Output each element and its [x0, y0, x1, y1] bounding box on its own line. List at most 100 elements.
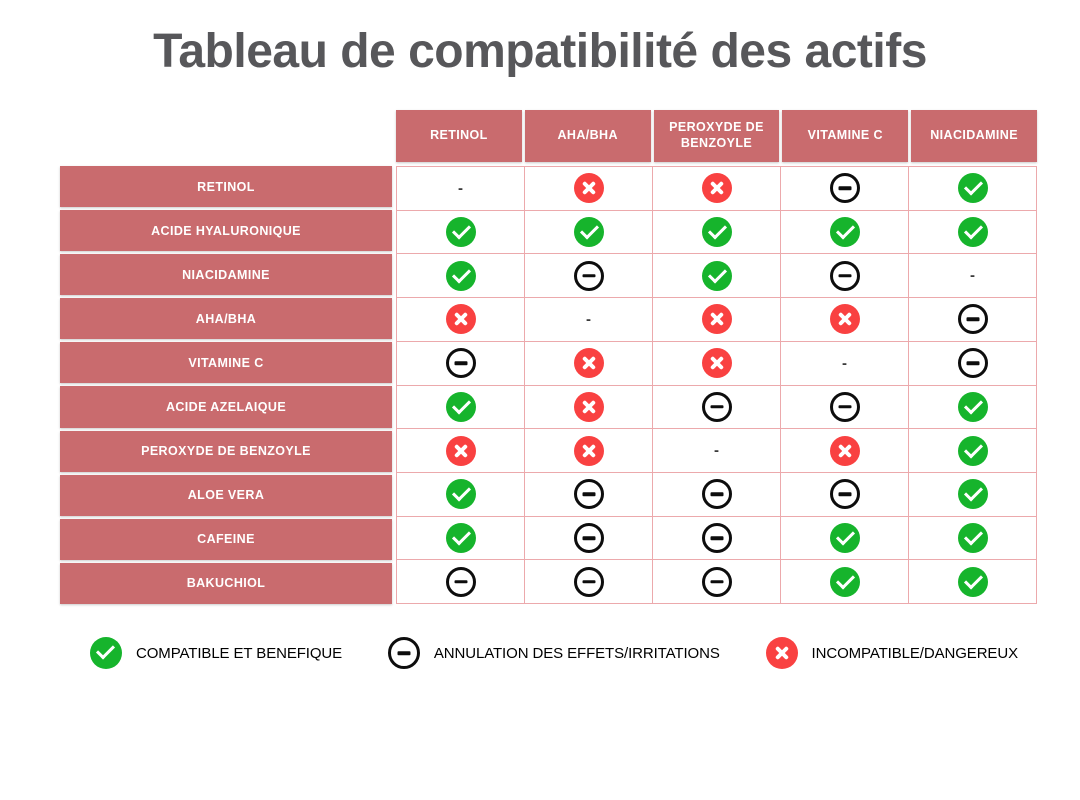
- cell-retinol-niacidamine: [909, 167, 1036, 210]
- cell-niacidamine-vitamine-c: [781, 254, 908, 298]
- cell-cafeine-niacidamine: [909, 516, 1036, 560]
- cell-acide-hyaluronique-niacidamine: [909, 210, 1036, 254]
- cross-circle-icon: [573, 173, 604, 204]
- minus-circle-icon: [829, 391, 860, 422]
- cell-bakuchiol-niacidamine: [909, 560, 1036, 603]
- check-circle-icon: [829, 566, 860, 597]
- cell-retinol-aha-bha: [525, 167, 652, 210]
- cell-vitamine-c-retinol: [397, 341, 524, 385]
- cell-vitamine-c-niacidamine: [909, 341, 1036, 385]
- cell-niacidamine-niacidamine: -: [909, 254, 1036, 298]
- minus-circle-icon: [701, 391, 732, 422]
- check-circle-icon: [701, 217, 732, 248]
- cell-aloe-vera-peroxyde-de-benzoyle: [653, 472, 780, 516]
- column-header-retinol: RETINOL: [396, 110, 522, 162]
- check-circle-icon: [445, 391, 476, 422]
- minus-circle-icon: [573, 522, 604, 553]
- cell-aha-bha-retinol: [397, 298, 524, 341]
- cross-circle-icon: [445, 304, 476, 335]
- cell-aha-bha-aha-bha: -: [525, 298, 652, 341]
- legend-label: INCOMPATIBLE/DANGEREUX: [811, 644, 1019, 662]
- minus-circle-icon: [701, 522, 732, 553]
- table-grid: - - - - -: [396, 166, 1037, 604]
- cell-retinol-retinol: -: [397, 167, 524, 210]
- legend-label: ANNULATION DES EFFETS/IRRITATIONS: [433, 644, 720, 662]
- page-title: Tableau de compatibilité des actifs: [153, 25, 927, 78]
- cell-vitamine-c-aha-bha: [525, 341, 652, 385]
- minus-circle-icon: [573, 566, 604, 597]
- cell-retinol-peroxyde-de-benzoyle: [653, 167, 780, 210]
- row-header-peroxyde-de-benzoyle: PEROXYDE DE BENZOYLE: [60, 430, 392, 472]
- cell-bakuchiol-aha-bha: [525, 560, 652, 603]
- cell-acide-hyaluronique-aha-bha: [525, 210, 652, 254]
- cell-aloe-vera-niacidamine: [909, 472, 1036, 516]
- cross-circle-icon: [573, 391, 604, 422]
- cell-acide-azelaique-retinol: [397, 385, 524, 429]
- check-circle-icon: [90, 637, 122, 669]
- dash-mark: -: [714, 442, 719, 460]
- column-header-peroxyde-de-benzoyle: PEROXYDE DE BENZOYLE: [653, 110, 780, 162]
- cross-circle-icon: [701, 173, 732, 204]
- cell-aloe-vera-aha-bha: [525, 472, 652, 516]
- legend-item-incompatible-dangereux: INCOMPATIBLE/DANGEREUX: [765, 637, 1019, 669]
- check-circle-icon: [957, 479, 988, 510]
- minus-circle-icon: [957, 304, 988, 335]
- minus-circle-icon: [829, 479, 860, 510]
- cell-vitamine-c-peroxyde-de-benzoyle: [653, 341, 780, 385]
- check-circle-icon: [957, 522, 988, 553]
- cell-niacidamine-aha-bha: [525, 254, 652, 298]
- cross-circle-icon: [445, 435, 476, 466]
- cell-acide-azelaique-peroxyde-de-benzoyle: [653, 385, 780, 429]
- cell-acide-hyaluronique-retinol: [397, 210, 524, 254]
- cell-peroxyde-de-benzoyle-vitamine-c: [781, 429, 908, 472]
- cell-cafeine-peroxyde-de-benzoyle: [653, 516, 780, 560]
- minus-circle-icon: [829, 260, 860, 291]
- check-circle-icon: [957, 435, 988, 466]
- row-header-bakuchiol: BAKUCHIOL: [60, 562, 392, 604]
- check-circle-icon: [445, 479, 476, 510]
- cell-retinol-vitamine-c: [781, 167, 908, 210]
- check-circle-icon: [829, 522, 860, 553]
- minus-circle-icon: [573, 260, 604, 291]
- cell-aha-bha-peroxyde-de-benzoyle: [653, 298, 780, 341]
- minus-circle-icon: [445, 566, 476, 597]
- check-circle-icon: [445, 217, 476, 248]
- check-circle-icon: [445, 260, 476, 291]
- cell-acide-hyaluronique-peroxyde-de-benzoyle: [653, 210, 780, 254]
- cell-peroxyde-de-benzoyle-retinol: [397, 429, 524, 472]
- check-circle-icon: [573, 217, 604, 248]
- cell-aha-bha-vitamine-c: [781, 298, 908, 341]
- legend-item-compatible-et-benefique: COMPATIBLE ET BENEFIQUE: [90, 637, 342, 669]
- dash-mark: -: [458, 179, 463, 197]
- cell-bakuchiol-vitamine-c: [781, 560, 908, 603]
- column-headers: RETINOL AHA/BHA PEROXYDE DE BENZOYLE VITAMI…: [396, 110, 1037, 162]
- cell-acide-azelaique-niacidamine: [909, 385, 1036, 429]
- check-circle-icon: [957, 217, 988, 248]
- minus-circle-icon: [957, 348, 988, 379]
- check-circle-icon: [957, 173, 988, 204]
- cross-circle-icon: [701, 348, 732, 379]
- check-circle-icon: [701, 260, 732, 291]
- row-header-acide-azelaique: ACIDE AZELAIQUE: [60, 386, 392, 428]
- check-circle-icon: [829, 217, 860, 248]
- compatibility-table: RETINOL AHA/BHA PEROXYDE DE BENZOYLE VITAMI…: [60, 110, 1037, 604]
- row-header-aha-bha: AHA/BHA: [60, 298, 392, 340]
- row-header-vitamine-c: VITAMINE C: [60, 342, 392, 384]
- legend-label: COMPATIBLE ET BENEFIQUE: [136, 644, 343, 662]
- check-circle-icon: [445, 522, 476, 553]
- minus-circle-icon: [701, 479, 732, 510]
- dash-mark: -: [586, 310, 591, 328]
- column-header-vitamine-c: VITAMINE C: [782, 110, 909, 162]
- legend-item-annulation-des-effets-irritations: ANNULATION DES EFFETS/IRRITATIONS: [387, 637, 720, 669]
- cell-cafeine-retinol: [397, 516, 524, 560]
- check-circle-icon: [957, 391, 988, 422]
- column-header-niacidamine: NIACIDAMINE: [911, 110, 1037, 162]
- cell-bakuchiol-retinol: [397, 560, 524, 603]
- cell-aloe-vera-retinol: [397, 472, 524, 516]
- row-header-acide-hyaluronique: ACIDE HYALURONIQUE: [60, 210, 392, 252]
- row-header-niacidamine: NIACIDAMINE: [60, 254, 392, 296]
- cell-peroxyde-de-benzoyle-peroxyde-de-benzoyle: -: [653, 429, 780, 472]
- cross-circle-icon: [829, 435, 860, 466]
- cross-circle-icon: [765, 637, 798, 669]
- cell-bakuchiol-peroxyde-de-benzoyle: [653, 560, 780, 603]
